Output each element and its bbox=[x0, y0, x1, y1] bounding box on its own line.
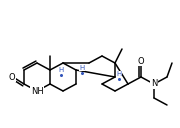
Text: H: H bbox=[116, 71, 122, 77]
Text: H: H bbox=[79, 65, 85, 71]
Text: O: O bbox=[9, 72, 15, 82]
Text: O: O bbox=[138, 56, 144, 66]
Text: N: N bbox=[151, 79, 157, 88]
Text: NH: NH bbox=[31, 87, 43, 95]
Text: H: H bbox=[58, 67, 64, 73]
